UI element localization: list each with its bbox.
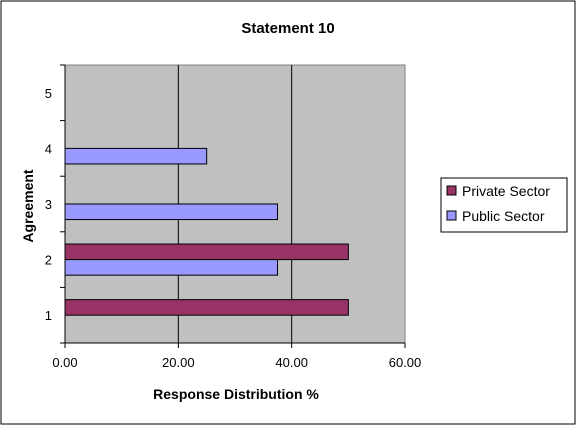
x-axis-label: Response Distribution % xyxy=(153,386,319,402)
chart-title: Statement 10 xyxy=(241,20,334,37)
bar-public-sector xyxy=(64,259,278,276)
y-tick-label: 2 xyxy=(45,253,52,268)
y-tick-label: 1 xyxy=(45,308,52,323)
x-tick-label: 40.00 xyxy=(275,355,308,370)
y-tick-label: 4 xyxy=(45,141,52,156)
bar-public-sector xyxy=(64,147,208,165)
y-axis-label: Agreement xyxy=(20,169,36,242)
legend-box xyxy=(440,177,568,233)
x-tick-label: 0.00 xyxy=(52,355,77,370)
legend-swatch xyxy=(446,210,457,221)
axis-layer: 0.00 20.00 40.00 60.00 1 2 3 4 5 xyxy=(45,64,422,370)
bar-private-sector xyxy=(64,299,349,316)
legend: Private Sector Public Sector xyxy=(440,177,568,233)
bar-public-sector xyxy=(64,203,278,221)
y-tick-label: 3 xyxy=(45,197,52,212)
legend-label: Public Sector xyxy=(462,208,545,224)
bar-private-sector xyxy=(64,243,349,261)
legend-label: Private Sector xyxy=(462,183,550,199)
x-tick-label: 20.00 xyxy=(162,355,195,370)
y-tick-label: 5 xyxy=(45,86,52,101)
x-tick-label: 60.00 xyxy=(389,355,422,370)
legend-swatch xyxy=(446,185,457,196)
